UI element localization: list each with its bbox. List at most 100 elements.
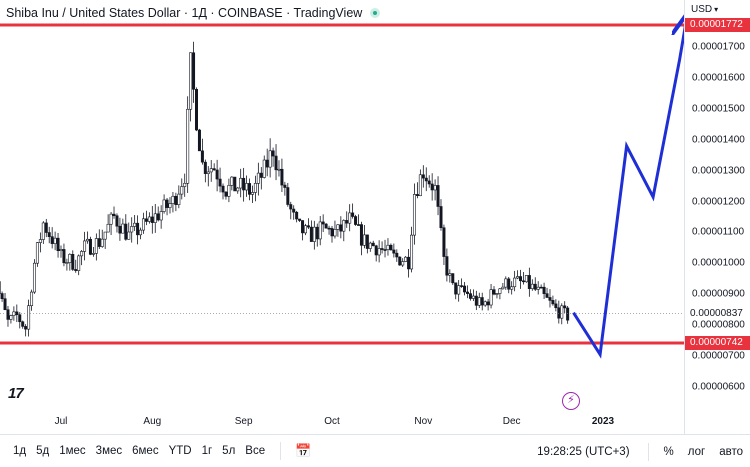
candle [404,256,408,262]
lightning-icon[interactable]: ⚡ [562,392,580,410]
candle [74,269,78,271]
log-toggle[interactable]: лог [687,445,706,458]
candle [233,176,237,192]
tradingview-logo-icon[interactable]: 17 [8,385,24,402]
candle [460,285,464,287]
candle [539,286,543,289]
candle [165,199,169,208]
candle [321,221,325,225]
clock[interactable]: 19:28:25 (UTC+3) [537,445,630,458]
timeframe-button[interactable]: Все [245,445,266,457]
auto-toggle[interactable]: авто [719,445,743,458]
candle [44,222,48,233]
projection-arrow[interactable] [572,25,685,359]
candle [389,244,393,251]
time-axis-label: Jul [54,416,68,427]
candle [566,307,570,321]
level-price-tag-bottom[interactable]: 0.00000742 [685,336,750,350]
currency-selector[interactable]: USD ▾ [691,4,718,15]
candle [354,216,358,225]
candle [156,213,160,221]
level-price-tag-top[interactable]: 0.00001772 [685,18,750,32]
candle [136,222,140,236]
candle [86,238,90,242]
candle [47,232,51,237]
price-tick-label: 0.00001600 [692,72,745,84]
candle [315,226,319,240]
candle [513,277,517,288]
timeframe-button[interactable]: 5д [36,445,50,457]
candle [445,256,449,276]
timeframe-button[interactable]: 5л [222,445,236,457]
price-tick-label: 0.00001100 [692,226,745,238]
symbol-title[interactable]: Shiba Inu / United States Dollar · 1Д · … [6,6,363,20]
candle [519,276,523,282]
candle [292,208,296,213]
candle [430,183,434,191]
candle [545,293,549,298]
candle [236,187,240,192]
candle [230,176,234,186]
timeframe-button[interactable]: 1г [201,445,213,457]
candle [271,150,275,157]
last-price-tag[interactable]: 0.00000837 [690,307,743,319]
candle [127,231,131,240]
candle [97,238,101,247]
candle [59,249,63,252]
timeframe-button[interactable]: YTD [168,445,192,457]
percent-toggle[interactable]: % [663,445,674,458]
timeframe-button[interactable]: 6мес [132,445,159,457]
candle [283,184,287,188]
candle [115,215,119,227]
candle [483,301,487,306]
price-tick-label: 0.00000600 [692,381,745,393]
candle [183,182,187,187]
compare-calendar-icon[interactable]: 📅 [295,443,312,458]
candle [141,218,145,231]
timeframe-button[interactable]: 1мес [59,445,86,457]
candle [309,226,313,242]
candle [301,220,305,234]
candle [103,231,107,240]
candle [527,275,531,289]
candle [265,159,269,168]
candle [277,168,281,171]
candle [457,285,461,295]
candle [109,213,113,225]
price-tick-label: 0.00001000 [692,257,745,269]
candle [557,307,561,319]
candle [351,212,355,217]
candle [324,223,328,229]
time-axis[interactable]: Jul Aug Sep Oct Nov Dec 2023 [0,402,684,434]
candle [386,244,390,250]
candle [171,195,175,204]
candle [153,213,157,223]
candle [77,255,81,271]
candle [15,311,19,316]
price-scale[interactable]: USD ▾ 0.00001700 0.00001600 0.00001500 0.00… [684,0,750,434]
timeframe-button[interactable]: 1д [13,445,27,457]
candle [563,305,567,309]
candle [139,229,143,236]
market-status-icon[interactable] [370,8,381,18]
candle [468,293,472,299]
candle [342,220,346,232]
candle [477,297,481,306]
timeframe-button[interactable]: 3мес [95,445,123,457]
time-axis-label: 2023 [591,416,615,427]
candle [38,239,42,243]
candle [336,224,340,230]
candle [439,206,443,229]
candle [524,275,528,283]
candle [339,224,343,232]
candle [195,88,199,131]
price-chart[interactable] [0,0,684,402]
candle [274,155,278,171]
candle [218,178,222,187]
candle [415,194,419,197]
chart-area[interactable]: Shiba Inu / United States Dollar · 1Д · … [0,0,684,434]
candle [174,195,178,205]
candle [448,273,452,276]
candle [295,211,299,220]
candle [192,52,196,90]
